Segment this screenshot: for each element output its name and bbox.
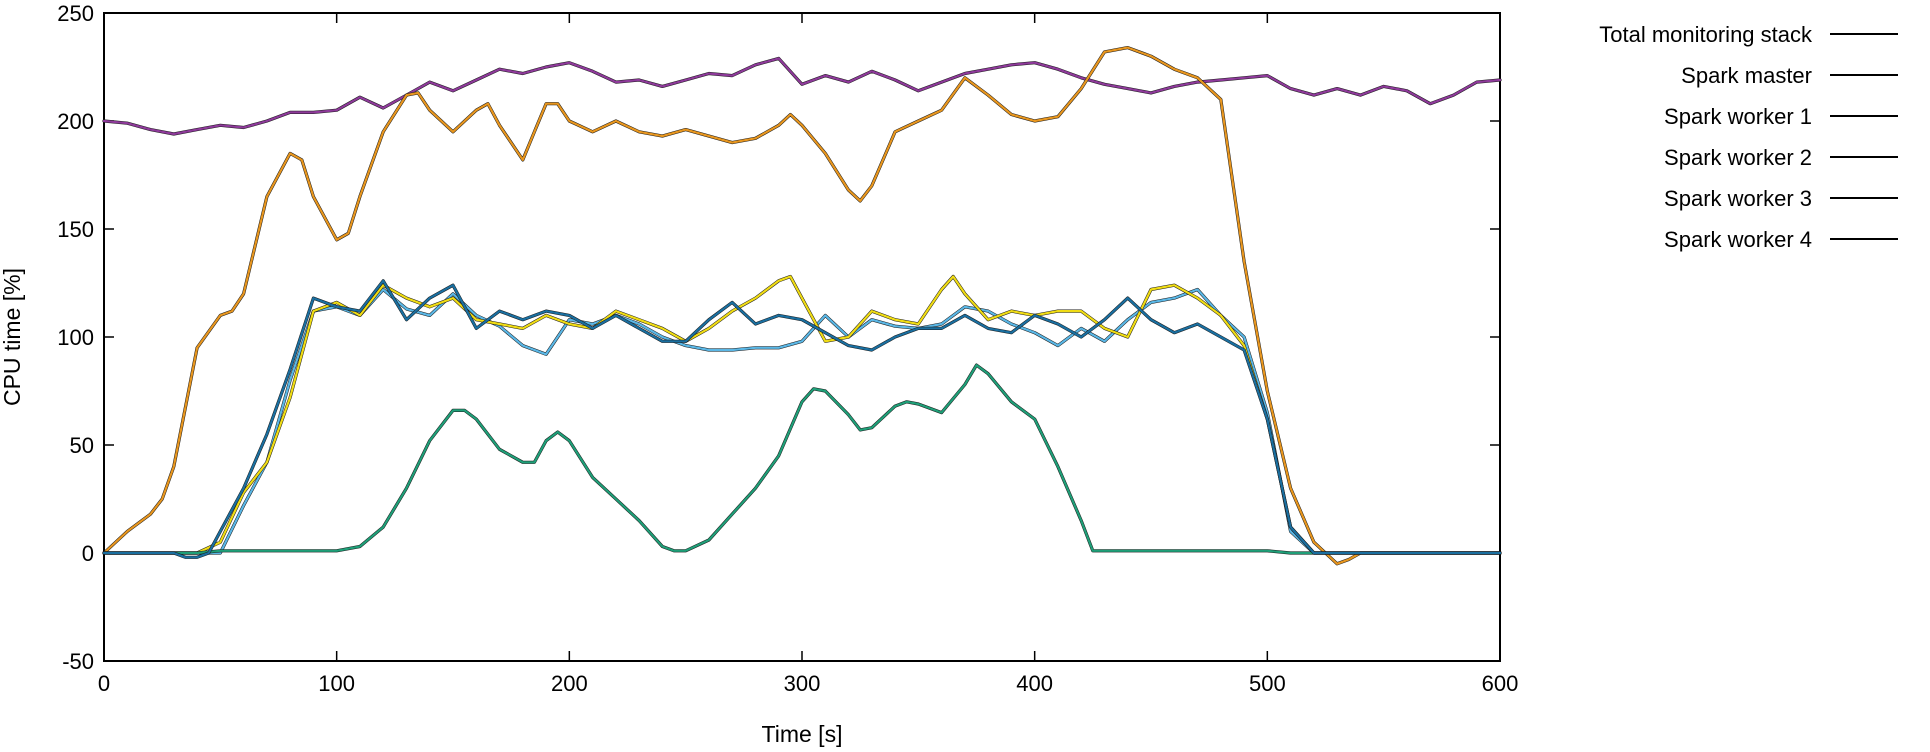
legend: Total monitoring stack Spark master Spark … bbox=[1599, 22, 1898, 252]
x-tick-label: 100 bbox=[318, 671, 355, 696]
series-line-4 bbox=[102, 364, 1502, 555]
series-line-outline-5 bbox=[102, 279, 1502, 559]
x-tick-label: 500 bbox=[1249, 671, 1286, 696]
y-tick-label: 50 bbox=[70, 433, 94, 458]
series-line-outline-2 bbox=[102, 287, 1502, 555]
series-line-2 bbox=[102, 288, 1502, 555]
x-tick-label: 300 bbox=[784, 671, 821, 696]
legend-entry-label: Spark master bbox=[1681, 63, 1812, 88]
series-line-outline-0 bbox=[102, 56, 1502, 136]
legend-entry-label: Spark worker 4 bbox=[1664, 227, 1812, 252]
y-axis-title: CPU time [%] bbox=[0, 268, 25, 406]
y-tick-label: 250 bbox=[57, 1, 94, 26]
y-tick-label: 150 bbox=[57, 217, 94, 242]
y-tick-label: -50 bbox=[62, 649, 94, 674]
x-tick-label: 0 bbox=[98, 671, 110, 696]
legend-entry-label: Total monitoring stack bbox=[1599, 22, 1813, 47]
series-line-0 bbox=[102, 57, 1502, 136]
x-tick-label: 200 bbox=[551, 671, 588, 696]
x-tick-label: 600 bbox=[1482, 671, 1519, 696]
x-tick-label: 400 bbox=[1016, 671, 1053, 696]
series-line-outline-3 bbox=[102, 274, 1502, 555]
series-line-5 bbox=[102, 279, 1502, 559]
y-tick-label: 0 bbox=[82, 541, 94, 566]
legend-entry-label: Spark worker 1 bbox=[1664, 104, 1812, 129]
series-line-3 bbox=[102, 275, 1502, 555]
x-axis-title: Time [s] bbox=[762, 721, 843, 747]
y-tick-label: 100 bbox=[57, 325, 94, 350]
y-tick-label: 200 bbox=[57, 109, 94, 134]
legend-entry-label: Spark worker 2 bbox=[1664, 145, 1812, 170]
plot-frame bbox=[103, 12, 1501, 662]
legend-entry-label: Spark worker 3 bbox=[1664, 186, 1812, 211]
series-layer bbox=[102, 46, 1502, 566]
series-line-1 bbox=[102, 46, 1502, 565]
